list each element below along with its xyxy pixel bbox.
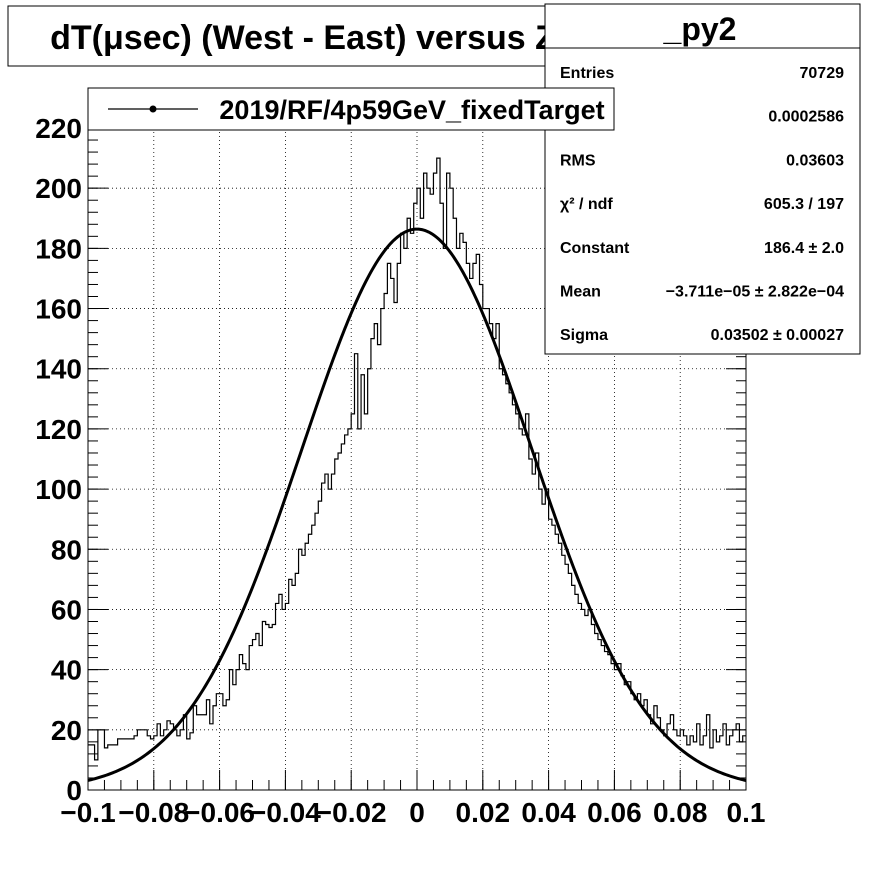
x-tick-label: −0.1: [60, 797, 115, 828]
x-tick-label: −0.02: [316, 797, 387, 828]
y-tick-label: 80: [51, 534, 82, 565]
x-axis-tick-labels: −0.1 −0.08−0.06−0.04−0.02 0 0.02 0.04 0.06 0.0…: [60, 797, 765, 828]
y-tick-label: 20: [51, 715, 82, 746]
y-tick-label: 140: [35, 354, 82, 385]
x-tick-label: 0: [409, 797, 425, 828]
stats-row-label: RMS: [560, 152, 596, 169]
stats-row-value: 70729: [800, 65, 845, 82]
x-tick-label: −0.06: [184, 797, 255, 828]
x-tick-label: 0.1: [727, 797, 766, 828]
legend: 2019/RF/4p59GeV_fixedTarget: [87, 87, 615, 131]
y-tick-label: 180: [35, 233, 82, 264]
x-tick-label: −0.08: [118, 797, 189, 828]
stats-row-label: χ² / ndf: [560, 196, 613, 213]
y-tick-label: 0: [66, 775, 82, 806]
stats-row-value: 0.0002586: [768, 109, 844, 126]
y-tick-label: 40: [51, 655, 82, 686]
title-box: dT(μsec) (West - East) versus Z: [7, 5, 599, 67]
stats-row-label: Sigma: [560, 327, 608, 344]
stats-row-label: Constant: [560, 240, 630, 257]
fit-curve: [88, 227, 746, 782]
stats-row-value: 605.3 / 197: [764, 196, 844, 213]
chart-title: dT(μsec) (West - East) versus Z: [50, 19, 556, 57]
x-tick-label: 0.02: [456, 797, 511, 828]
y-tick-label: 100: [35, 474, 82, 505]
y-tick-label: 160: [35, 294, 82, 325]
y-tick-label: 60: [51, 594, 82, 625]
x-tick-label: −0.04: [250, 797, 321, 828]
y-tick-label: 200: [35, 173, 82, 204]
y-axis-tick-labels: 0 20 40 60 80 100 120 140 160 180 200 220: [35, 113, 82, 806]
stats-row-value: 0.03502 ± 0.00027: [711, 327, 844, 344]
histogram-steps: [88, 157, 746, 761]
x-tick-label: 0.08: [653, 797, 708, 828]
stats-row-value: −3.711e−05 ± 2.822e−04: [666, 284, 844, 301]
x-tick-label: 0.04: [521, 797, 576, 828]
stats-row-label: Mean: [560, 284, 601, 301]
x-tick-label: 0.06: [587, 797, 642, 828]
stats-box: _py2 Entries 70729 Mean 0.0002586 RMS 0.03603…: [544, 3, 861, 355]
y-tick-label: 220: [35, 113, 82, 144]
stats-row-label: Entries: [560, 65, 614, 82]
legend-point-marker: [149, 105, 157, 113]
stats-row-value: 186.4 ± 2.0: [764, 240, 844, 257]
stats-row-value: 0.03603: [786, 152, 844, 169]
y-tick-label: 120: [35, 414, 82, 445]
histogram-series: [88, 157, 746, 761]
stats-name: _py2: [663, 11, 737, 47]
fit-curve-group: [88, 227, 746, 782]
legend-label: 2019/RF/4p59GeV_fixedTarget: [219, 95, 604, 125]
